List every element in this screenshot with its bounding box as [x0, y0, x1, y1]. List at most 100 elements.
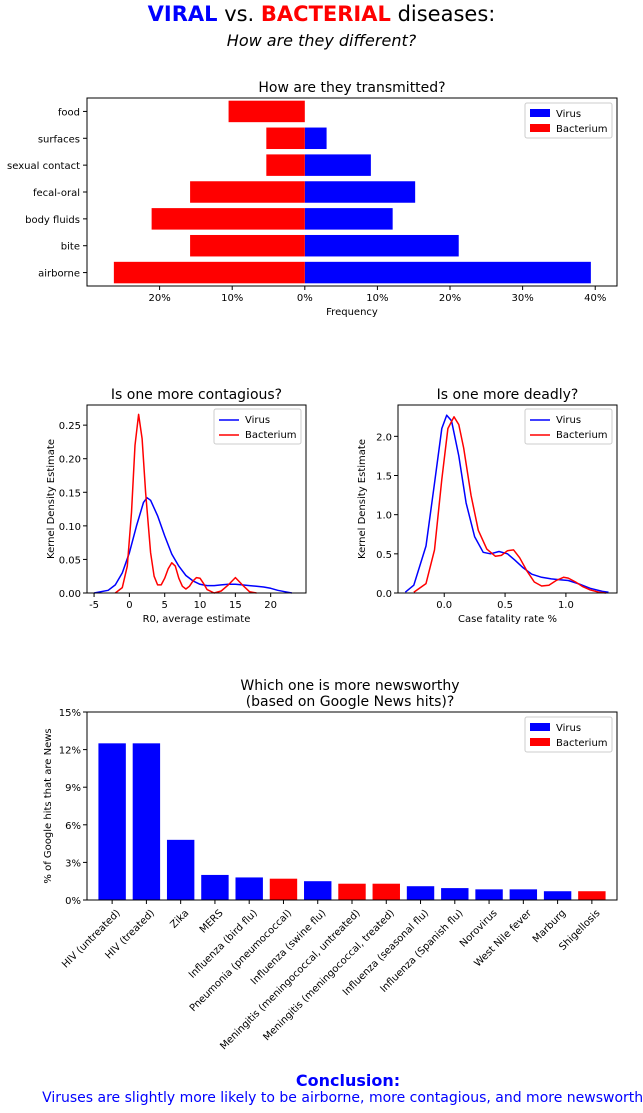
main-title: VIRAL vs. BACTERIAL diseases:: [0, 2, 643, 26]
chart2-legend-label-bacterium: Bacterium: [245, 430, 297, 441]
chart4-bar-1: [98, 743, 126, 900]
chart1-title: How are they transmitted?: [258, 80, 445, 96]
chart4-xtick-label: West Nile fever: [472, 907, 534, 969]
chart4-bar-14: [543, 891, 572, 900]
conclusion-text: Viruses are slightly more likely to be a…: [42, 1090, 643, 1106]
chart4-title-line1: Which one is more newsworthy: [240, 678, 459, 694]
chart2-title: Is one more contagious?: [111, 387, 282, 403]
chart2-xlabel: R0, average estimate: [143, 614, 251, 625]
chart1-xtick-label: 20%: [148, 293, 170, 304]
chart1-legend-swatch-bacterium: [530, 124, 550, 132]
chart1-bar-virus-body-fluids: [304, 208, 393, 230]
chart3-ylabel: Kernel Density Estimate: [357, 439, 368, 559]
chart1-legend-swatch-virus: [530, 109, 550, 117]
chart1-ytick-label: body fluids: [25, 215, 80, 226]
title-viral: VIRAL: [147, 2, 218, 26]
chart1-ytick-label: sexual contact: [7, 161, 80, 172]
chart3-legend-label-virus: Virus: [556, 415, 581, 426]
chart4-title-line2: (based on Google News hits)?: [246, 694, 455, 710]
chart4-legend-swatch-virus: [530, 723, 550, 731]
chart3-title: Is one more deadly?: [437, 387, 579, 403]
chart4-bar-11: [441, 888, 469, 900]
chart1-ytick-label: airborne: [38, 269, 80, 280]
chart4-bar-13: [509, 889, 538, 900]
chart2-ytick-label: 0.15: [59, 488, 81, 499]
chart3-ytick-label: 0.5: [376, 550, 392, 561]
chart4-bar-2: [132, 743, 161, 900]
chart3-ytick-label: 0.0: [376, 589, 392, 600]
chart4-ylabel: % of Google hits that are News: [43, 728, 54, 883]
subtitle: How are they different?: [226, 31, 417, 50]
chart1-ytick-label: food: [58, 107, 80, 118]
chart2-ytick-label: 0.20: [59, 455, 81, 466]
chart4-xtick-label: Meningitis (meningococcal, treated): [262, 908, 397, 1043]
chart1-ytick-label: bite: [61, 242, 80, 253]
chart1-xtick-label: 0%: [297, 293, 313, 304]
chart4-bar-8: [338, 883, 366, 900]
chart1-bar-bacterium-sexual-contact: [266, 154, 305, 176]
chart2-xtick-label: 0: [126, 600, 132, 611]
chart3-xtick-label: 1.0: [558, 600, 574, 611]
chart4-ytick-label: 12%: [59, 746, 81, 757]
chart3-xtick-label: 0.0: [436, 600, 452, 611]
chart1-bar-bacterium-food: [228, 100, 305, 123]
chart1-xtick-label: 20%: [439, 293, 461, 304]
chart2-ytick-label: 0.10: [59, 522, 81, 533]
chart3-ytick-label: 1.5: [376, 472, 392, 483]
chart3-line-virus: [404, 414, 609, 593]
chart2-legend-label-virus: Virus: [245, 415, 270, 426]
chart1-xtick-label: 10%: [221, 293, 243, 304]
chart2-ylabel: Kernel Density Estimate: [46, 439, 57, 559]
chart1-bar-bacterium-body-fluids: [151, 208, 305, 230]
chart4-bar-9: [372, 883, 400, 900]
chart2-xtick-label: 10: [194, 600, 207, 611]
conclusion-heading: Conclusion:: [295, 1071, 401, 1090]
chart4-ytick-label: 3%: [65, 858, 81, 869]
chart4-legend-swatch-bacterium: [530, 738, 550, 746]
chart2-xtick-label: 15: [229, 600, 242, 611]
chart4-bar-7: [304, 881, 332, 900]
chart4-ytick-label: 6%: [65, 821, 81, 832]
title-bacterial: BACTERIAL: [260, 2, 391, 26]
chart4-ytick-label: 9%: [65, 783, 81, 794]
chart1-xlabel: Frequency: [326, 307, 378, 318]
chart4-bar-6: [269, 878, 298, 900]
chart1-axes-frame: [86, 97, 618, 287]
chart4-bar-3: [166, 839, 195, 900]
chart1-legend-label-virus: Virus: [556, 109, 581, 120]
chart1-xtick-label: 10%: [366, 293, 388, 304]
chart3-ytick-label: 2.0: [376, 432, 392, 443]
chart3-ytick-label: 1.0: [376, 511, 392, 522]
chart1-legend-label-bacterium: Bacterium: [556, 124, 608, 135]
chart2-line-bacterium: [114, 413, 257, 594]
chart1-ytick-label: surfaces: [38, 134, 80, 145]
chart4-legend-label-bacterium: Bacterium: [556, 738, 608, 749]
chart4-ytick-label: 0%: [65, 896, 81, 907]
chart4-xtick-label: HIV (untreated): [60, 908, 123, 971]
chart4-legend-label-virus: Virus: [556, 723, 581, 734]
chart1-bar-bacterium-surfaces: [266, 127, 305, 150]
chart1-bar-virus-surfaces: [304, 127, 327, 150]
title-diseases: diseases:: [397, 2, 496, 26]
chart4-ytick-label: 15%: [59, 708, 81, 719]
chart4-bar-5: [235, 877, 263, 900]
chart4-xtick-label: Zika: [168, 908, 191, 931]
chart3-legend-label-bacterium: Bacterium: [556, 430, 608, 441]
chart2-ytick-label: 0.25: [59, 421, 81, 432]
chart3-line-bacterium: [413, 416, 607, 594]
chart1-bar-bacterium-fecal-oral: [190, 181, 305, 203]
chart3-xlabel: Case fatality rate %: [458, 614, 557, 625]
chart1-ytick-label: fecal-oral: [33, 188, 80, 199]
chart2-axes-frame: [86, 404, 307, 594]
chart4-xtick-label: MERS: [198, 908, 226, 936]
title-vs: vs.: [224, 2, 255, 26]
chart2-xtick-label: -5: [89, 600, 99, 611]
chart2-xtick-label: 5: [162, 600, 168, 611]
chart4-axes-frame: [86, 711, 618, 901]
chart3-xtick-label: 0.5: [497, 600, 513, 611]
chart4-bar-4: [201, 874, 229, 900]
chart2-xtick-label: 20: [264, 600, 277, 611]
chart2-ytick-label: 0.00: [59, 589, 81, 600]
chart1-bar-bacterium-bite: [190, 234, 305, 257]
